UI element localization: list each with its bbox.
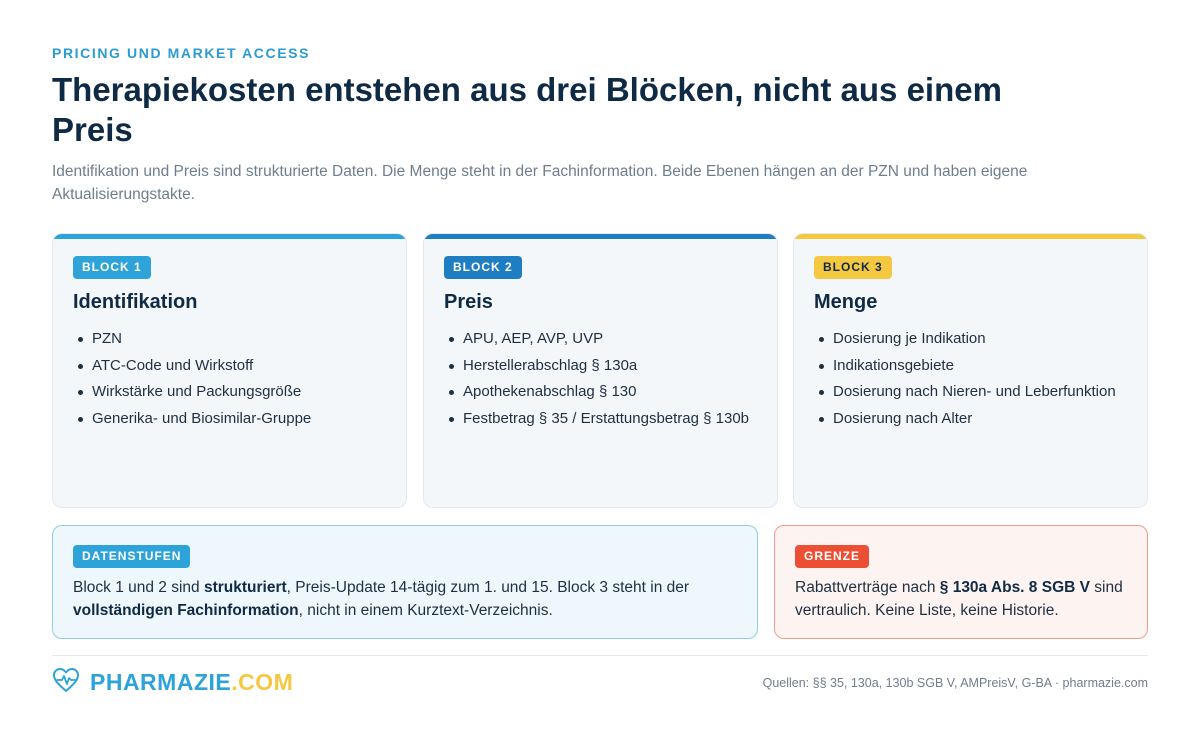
block-title: Menge (814, 291, 878, 313)
list-item: APU, AEP, AVP, UVP (444, 326, 749, 353)
list-item: Apothekenabschlag § 130 (444, 379, 749, 406)
list-item: Dosierung je Indikation (814, 326, 1116, 353)
block-card-menge: BLOCK 3 Menge Dosierung je Indikation In… (793, 233, 1148, 508)
datenstufen-text: Block 1 und 2 sind strukturiert, Preis-U… (73, 576, 743, 622)
card-accent-bar (424, 234, 777, 239)
footer-divider (52, 655, 1148, 656)
list-item: PZN (73, 326, 311, 353)
block-list: APU, AEP, AVP, UVP Herstellerabschlag § … (444, 326, 749, 432)
list-item: Indikationsgebiete (814, 353, 1116, 380)
list-item: Wirkstärke und Packungsgröße (73, 379, 311, 406)
source-note: Quellen: §§ 35, 130a, 130b SGB V, AMPrei… (762, 676, 1148, 690)
brand-logo[interactable]: PHARMAZIE.COM (52, 667, 293, 697)
block-badge: BLOCK 1 (73, 256, 151, 279)
eyebrow-label: PRICING UND MARKET ACCESS (52, 45, 311, 61)
text-segment: Block 1 und 2 sind (73, 579, 204, 596)
text-segment: Rabattverträge nach (795, 579, 940, 596)
block-card-preis: BLOCK 2 Preis APU, AEP, AVP, UVP Herstel… (423, 233, 778, 508)
card-accent-bar (53, 234, 406, 239)
logo-text-accent: .COM (231, 668, 294, 695)
logo-wordmark: PHARMAZIE.COM (90, 669, 293, 696)
page-subtitle: Identifikation und Preis sind strukturie… (52, 163, 1028, 203)
list-item: Dosierung nach Alter (814, 406, 1116, 433)
block-list: PZN ATC-Code und Wirkstoff Wirkstärke un… (73, 326, 311, 432)
text-segment: sind vertraulich. Keine Liste, keine His… (795, 579, 1123, 619)
block-list: Dosierung je Indikation Indikationsgebie… (814, 326, 1116, 432)
text-segment: , nicht in einem Kurztext-Verzeichnis. (298, 602, 553, 619)
datenstufen-badge: DATENSTUFEN (73, 545, 191, 568)
list-item: ATC-Code und Wirkstoff (73, 353, 311, 380)
logo-text-primary: PHARMAZIE (90, 668, 232, 695)
list-item: Festbetrag § 35 / Erstattungsbetrag § 13… (444, 406, 749, 433)
heart-pulse-icon (52, 667, 80, 698)
block-badge: BLOCK 3 (814, 256, 892, 279)
block-title: Preis (444, 291, 493, 313)
card-accent-bar (794, 234, 1147, 239)
page-title: Therapiekosten entstehen aus drei Blöcke… (52, 71, 1002, 148)
grenze-text: Rabattverträge nach § 130a Abs. 8 SGB V … (795, 576, 1135, 622)
text-segment: , Preis-Update 14-tägig zum 1. und 15. B… (286, 579, 690, 596)
emphasis-text: § 130a Abs. 8 SGB V (939, 579, 1090, 596)
emphasis-text: strukturiert (203, 579, 287, 596)
block-title: Identifikation (73, 291, 198, 313)
list-item: Generika- und Biosimilar-Gruppe (73, 406, 311, 433)
emphasis-text: vollständigen Fachinformation (73, 602, 299, 619)
grenze-note: GRENZE Rabattverträge nach § 130a Abs. 8… (774, 525, 1148, 639)
block-badge: BLOCK 2 (444, 256, 522, 279)
block-card-identifikation: BLOCK 1 Identifikation PZN ATC-Code und … (52, 233, 407, 508)
list-item: Dosierung nach Nieren- und Leberfunktion (814, 379, 1116, 406)
list-item: Herstellerabschlag § 130a (444, 353, 749, 380)
datenstufen-note: DATENSTUFEN Block 1 und 2 sind strukturi… (52, 525, 758, 639)
grenze-badge: GRENZE (795, 545, 870, 568)
